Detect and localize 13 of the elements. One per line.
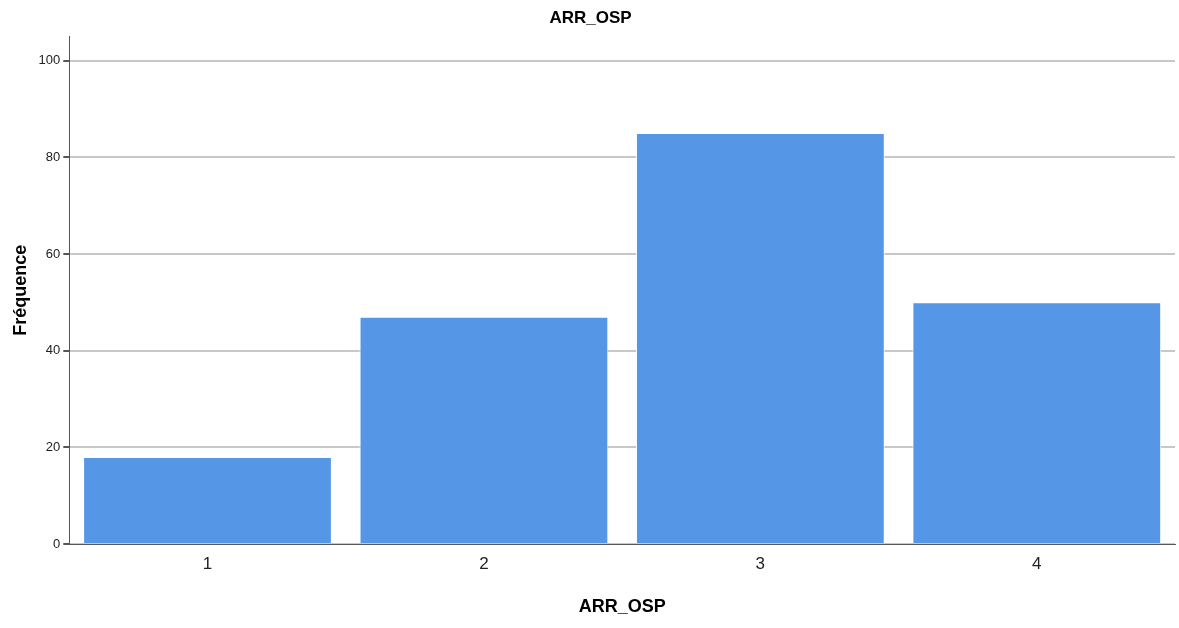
x-tick-label: 2: [479, 553, 489, 573]
x-tick-label: 4: [1032, 553, 1042, 573]
y-tick-label: 80: [45, 148, 61, 164]
y-tick-label: 0: [53, 535, 61, 551]
y-tick-label: 100: [38, 52, 61, 68]
x-tick-label: 3: [755, 553, 766, 573]
x-tick-label: 1: [202, 553, 213, 573]
y-axis-title: Fréquence: [9, 244, 30, 336]
y-tick-label: 40: [45, 342, 61, 358]
y-tick-label: 20: [45, 438, 61, 454]
x-axis-title: ARR_OSP: [578, 596, 666, 617]
y-tick-label: 60: [45, 245, 61, 261]
chart-title: ARR_OSP: [549, 7, 632, 27]
